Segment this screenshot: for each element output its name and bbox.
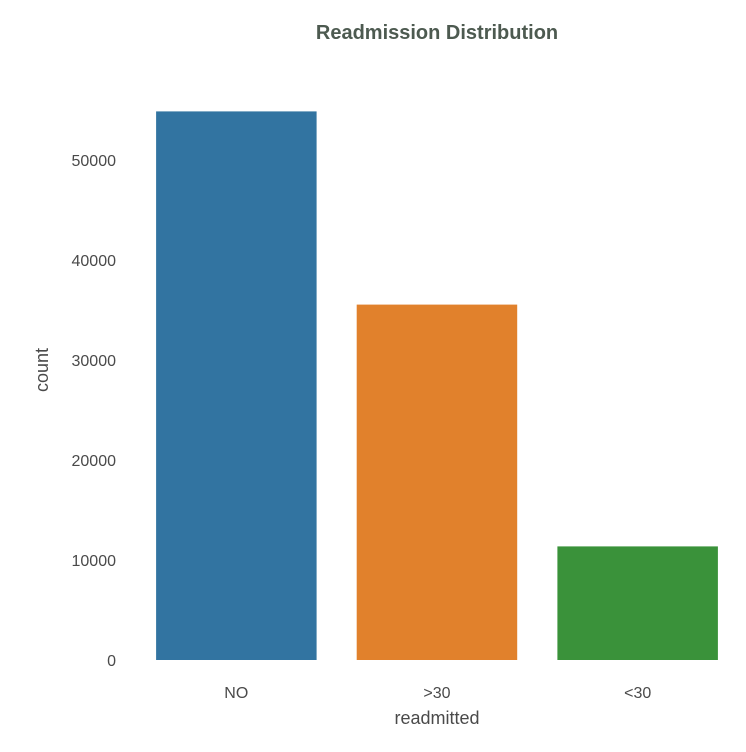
bar-1: [356, 304, 518, 660]
bars-group: [156, 111, 718, 660]
bar-0: [156, 111, 317, 660]
x-tick-label-2: <30: [624, 685, 651, 702]
y-axis-label: count: [32, 348, 52, 392]
x-tick-label-1: >30: [423, 685, 450, 702]
x-axis-ticks: NO >30 <30: [224, 685, 651, 702]
y-tick-label-0: 0: [107, 653, 116, 670]
x-axis-label: readmitted: [394, 708, 479, 728]
y-tick-label-3: 30000: [72, 353, 117, 370]
chart-title: Readmission Distribution: [316, 22, 558, 44]
x-tick-label-0: NO: [224, 685, 248, 702]
bar-2: [557, 546, 718, 660]
y-tick-label-4: 40000: [72, 253, 117, 270]
y-axis-ticks: 0 10000 20000 30000 40000 50000: [72, 153, 117, 670]
y-tick-label-1: 10000: [72, 553, 117, 570]
y-tick-label-5: 50000: [72, 153, 117, 170]
y-tick-label-2: 20000: [72, 453, 117, 470]
